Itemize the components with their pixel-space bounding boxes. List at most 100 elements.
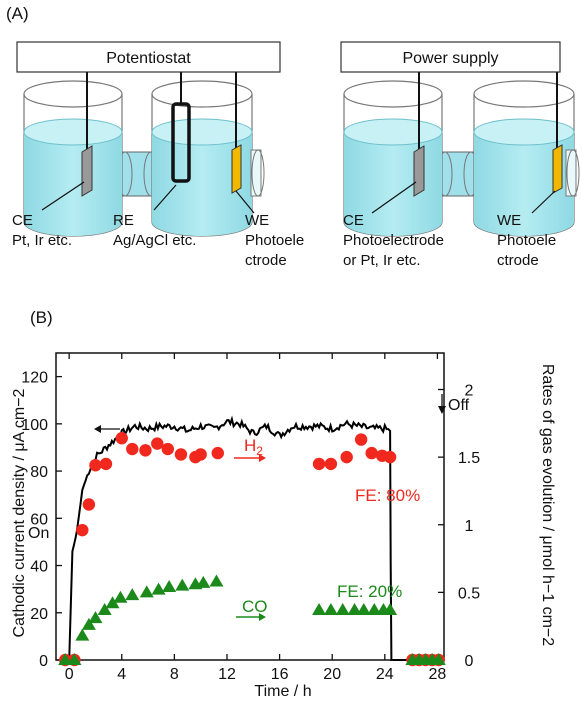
h2-point (126, 442, 139, 456)
off-arrow-head (438, 406, 446, 414)
y-axis-right-title: Rates of gas evolution / μmol h−1 cm−2 (539, 364, 556, 646)
x-tick-label: 12 (218, 666, 236, 683)
ce-desc-left: Pt, Ir etc. (12, 232, 72, 249)
co-point (162, 579, 177, 592)
x-axis-title: Time / h (254, 683, 311, 700)
y-right-tick-label: 1.5 (458, 450, 480, 467)
co-point (88, 611, 103, 624)
co-point (81, 617, 96, 630)
co-point (431, 653, 446, 665)
h2-subscript: 2 (256, 444, 263, 458)
y-left-tick-label: 20 (30, 606, 48, 623)
co-point (175, 578, 190, 591)
co-point (312, 602, 327, 615)
h2-point (76, 523, 89, 537)
re-label: RE (113, 212, 134, 229)
on-label: On (28, 525, 49, 542)
y-right-tick-label: 1 (465, 518, 474, 535)
co-point (125, 588, 140, 601)
ce-label-left: CE (12, 212, 33, 229)
y-left-tick-label: 120 (21, 370, 48, 387)
co-point (367, 602, 382, 615)
plot-frame (55, 352, 445, 661)
right-cell-pair (343, 72, 580, 237)
x-tick-label: 24 (376, 666, 394, 683)
co-point (58, 653, 73, 665)
h2-arrow-head (259, 454, 266, 462)
h2-point (354, 433, 368, 446)
y-axis-left-title: Cathodic current density / μA cm−2 (11, 388, 28, 637)
h2-point (115, 432, 128, 445)
ce-desc-right-1: Photoelectrode (343, 232, 444, 249)
co-point (209, 574, 224, 587)
h2-point (151, 437, 164, 450)
gas-evolution-markers (58, 432, 446, 667)
co-point (356, 602, 371, 615)
h2-point (99, 457, 113, 471)
co-series-label: CO (242, 597, 268, 616)
panel-a: (A) Potentiostat Power supply (6, 4, 580, 269)
h2-point (383, 450, 397, 464)
h2-point (324, 457, 338, 471)
counter-beaker (23, 80, 123, 237)
co-point (151, 582, 166, 595)
y-left-tick-label: 40 (30, 559, 48, 576)
co-point (97, 602, 112, 615)
co-point (105, 596, 120, 609)
working-beaker-2 (473, 80, 575, 237)
co-point (139, 585, 154, 598)
x-tick-label: 4 (117, 666, 126, 683)
h2-point (365, 446, 378, 460)
h2-point (89, 459, 102, 472)
reference-electrode (171, 102, 191, 183)
h2-point (161, 442, 174, 456)
co-point (113, 590, 128, 603)
we-desc-left-2: ctrode (245, 252, 287, 269)
y-right-tick-label: 0 (465, 653, 474, 670)
plot-axes: 0 4 8 12 16 20 24 28 0 20 40 60 80 100 120 0 0.5 1 1.5 2 (21, 352, 480, 683)
power-supply-label: Power supply (402, 50, 498, 67)
panel-a-label: (A) (6, 4, 29, 23)
ce-label-right: CE (343, 212, 364, 229)
potentiostat-label: Potentiostat (106, 50, 191, 67)
h2-point (139, 444, 152, 457)
co-point (383, 602, 398, 615)
y-right-tick-label: 2 (465, 383, 474, 400)
counter-electrode (81, 145, 93, 197)
optical-window-2 (565, 149, 577, 197)
fe-co-label: FE: 20% (337, 582, 402, 601)
counter-electrode-2 (413, 145, 425, 197)
salt-bridge (117, 151, 159, 197)
x-tick-label: 28 (429, 666, 447, 683)
panel-b: (B) Cathodic current density / μA cm−2 R… (11, 308, 556, 700)
off-label: Off (448, 397, 470, 414)
h2-point (340, 450, 353, 464)
co-point (75, 628, 90, 641)
chart-annotations: On Off H2 FE: 80% FE: 20% CO (28, 394, 470, 621)
co-point (335, 602, 350, 615)
x-tick-label: 16 (271, 666, 289, 683)
we-label-left: WE (245, 212, 269, 229)
h2-point (194, 448, 207, 461)
potentiostat-box (16, 41, 281, 73)
h2-point (82, 498, 96, 511)
x-tick-label: 0 (65, 666, 74, 683)
re-desc: Ag/AgCl etc. (113, 232, 196, 249)
ce-desc-right-2: or Pt, Ir etc. (343, 252, 421, 269)
co-point (347, 602, 362, 615)
we-desc-right-2: ctrode (497, 252, 539, 269)
working-electrode-2 (552, 144, 563, 194)
x-tick-label: 20 (323, 666, 341, 683)
x-tick-label: 8 (170, 666, 179, 683)
working-beaker (151, 80, 253, 237)
working-electrode (231, 144, 242, 194)
we-desc-left-1: Photoele (245, 232, 304, 249)
h2-point (312, 457, 326, 471)
y-left-tick-label: 60 (30, 511, 48, 528)
co-point (196, 575, 211, 588)
fe-h2-label: FE: 80% (355, 486, 420, 505)
co-point (323, 602, 338, 615)
we-desc-right-1: Photoele (497, 232, 556, 249)
co-arrow-head (259, 613, 266, 621)
